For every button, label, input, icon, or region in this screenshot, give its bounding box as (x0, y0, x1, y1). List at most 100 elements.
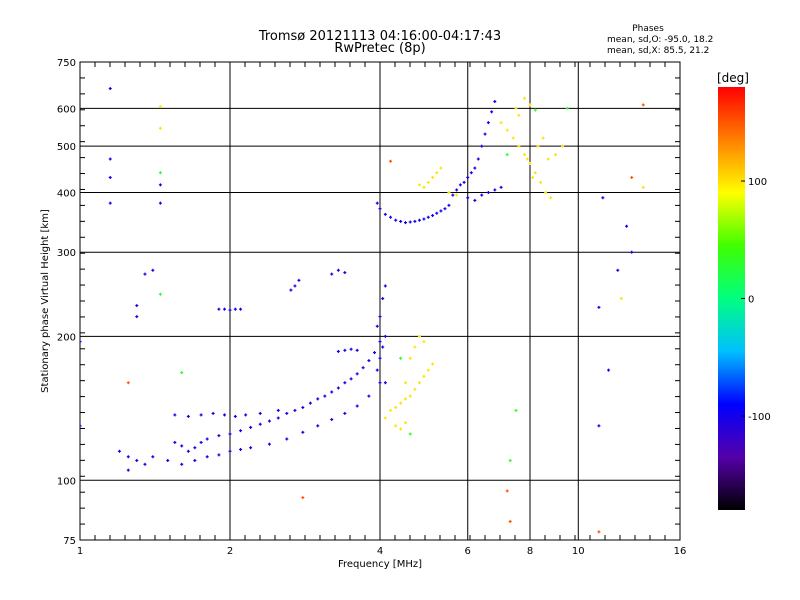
data-point (151, 455, 155, 459)
data-point (426, 180, 430, 184)
data-point (293, 284, 297, 288)
data-point (408, 432, 412, 436)
data-point (383, 381, 387, 385)
data-point (143, 272, 147, 276)
data-points (80, 87, 645, 534)
data-point (607, 368, 611, 372)
data-point (408, 220, 412, 224)
data-point (431, 214, 435, 218)
data-point (233, 307, 237, 311)
data-point (285, 437, 289, 441)
data-point (462, 180, 466, 184)
data-point (151, 268, 155, 272)
data-point (308, 401, 312, 405)
data-point (217, 453, 221, 457)
data-point (249, 446, 253, 450)
chart-title: Tromsø 20121113 04:16:00-04:17:43 (258, 29, 501, 44)
data-point (413, 345, 417, 349)
data-point (343, 348, 347, 352)
data-point (135, 315, 139, 319)
y-tick-label: 750 (57, 58, 76, 69)
data-point (367, 359, 371, 363)
data-point (276, 416, 280, 420)
data-point (443, 207, 447, 211)
data-point (493, 188, 497, 192)
y-tick-label: 300 (57, 248, 76, 259)
data-point (541, 136, 545, 140)
data-point (258, 411, 262, 415)
data-point (447, 203, 451, 207)
data-point (523, 153, 527, 157)
x-tick-label: 6 (465, 546, 471, 557)
data-point (403, 421, 407, 425)
data-point (514, 408, 518, 412)
data-point (180, 462, 184, 466)
data-point (480, 144, 484, 148)
data-point (403, 397, 407, 401)
data-point (383, 212, 387, 216)
x-tick-label: 4 (377, 546, 383, 557)
data-point (378, 207, 382, 211)
colorbar-tick-label: -100 (748, 412, 771, 423)
data-point (413, 387, 417, 391)
data-point (394, 424, 398, 428)
data-point (117, 449, 121, 453)
phase-stats-x: mean, sd,X: 85.5, 21.2 (607, 46, 709, 56)
data-point (135, 304, 139, 308)
data-point (399, 219, 403, 223)
data-point (233, 414, 237, 418)
data-point (499, 121, 503, 125)
data-point (413, 219, 417, 223)
data-point (383, 284, 387, 288)
y-tick-label: 600 (57, 104, 76, 115)
y-tick-label: 200 (57, 332, 76, 343)
y-tick-label: 75 (63, 536, 76, 547)
colorbar-tick-label: 0 (748, 295, 754, 306)
data-point (378, 381, 382, 385)
data-point (458, 183, 462, 187)
data-point (276, 408, 280, 412)
data-point (466, 175, 470, 179)
y-axis-label: Stationary phase Virtual Height [km] (40, 209, 51, 393)
data-point (439, 209, 443, 213)
data-point (549, 196, 553, 200)
grid-lines (80, 62, 680, 540)
data-point (422, 185, 426, 189)
data-point (158, 292, 162, 296)
data-point (505, 128, 509, 132)
data-point (469, 171, 473, 175)
data-point (378, 340, 382, 344)
data-point (641, 103, 645, 107)
data-point (108, 201, 112, 205)
x-tick-label: 1 (77, 546, 83, 557)
data-point (330, 390, 334, 394)
data-point (399, 356, 403, 360)
data-point (108, 87, 112, 91)
data-point (323, 394, 327, 398)
data-point (180, 444, 184, 448)
data-point (355, 372, 359, 376)
data-point (223, 413, 227, 417)
x-tick-label: 2 (227, 546, 233, 557)
data-point (375, 324, 379, 328)
data-point (223, 307, 227, 311)
data-point (108, 175, 112, 179)
data-point (158, 105, 162, 109)
data-point (544, 190, 548, 194)
data-point (493, 100, 497, 104)
data-point (561, 144, 565, 148)
data-point (173, 413, 177, 417)
data-point (422, 340, 426, 344)
data-point (158, 126, 162, 130)
data-point (126, 455, 130, 459)
data-point (330, 272, 334, 276)
data-point (399, 427, 403, 431)
data-point (435, 171, 439, 175)
data-point (490, 110, 494, 114)
data-point (389, 159, 393, 163)
data-point (367, 394, 371, 398)
data-point (381, 297, 385, 301)
data-point (505, 489, 509, 493)
data-point (417, 334, 421, 338)
